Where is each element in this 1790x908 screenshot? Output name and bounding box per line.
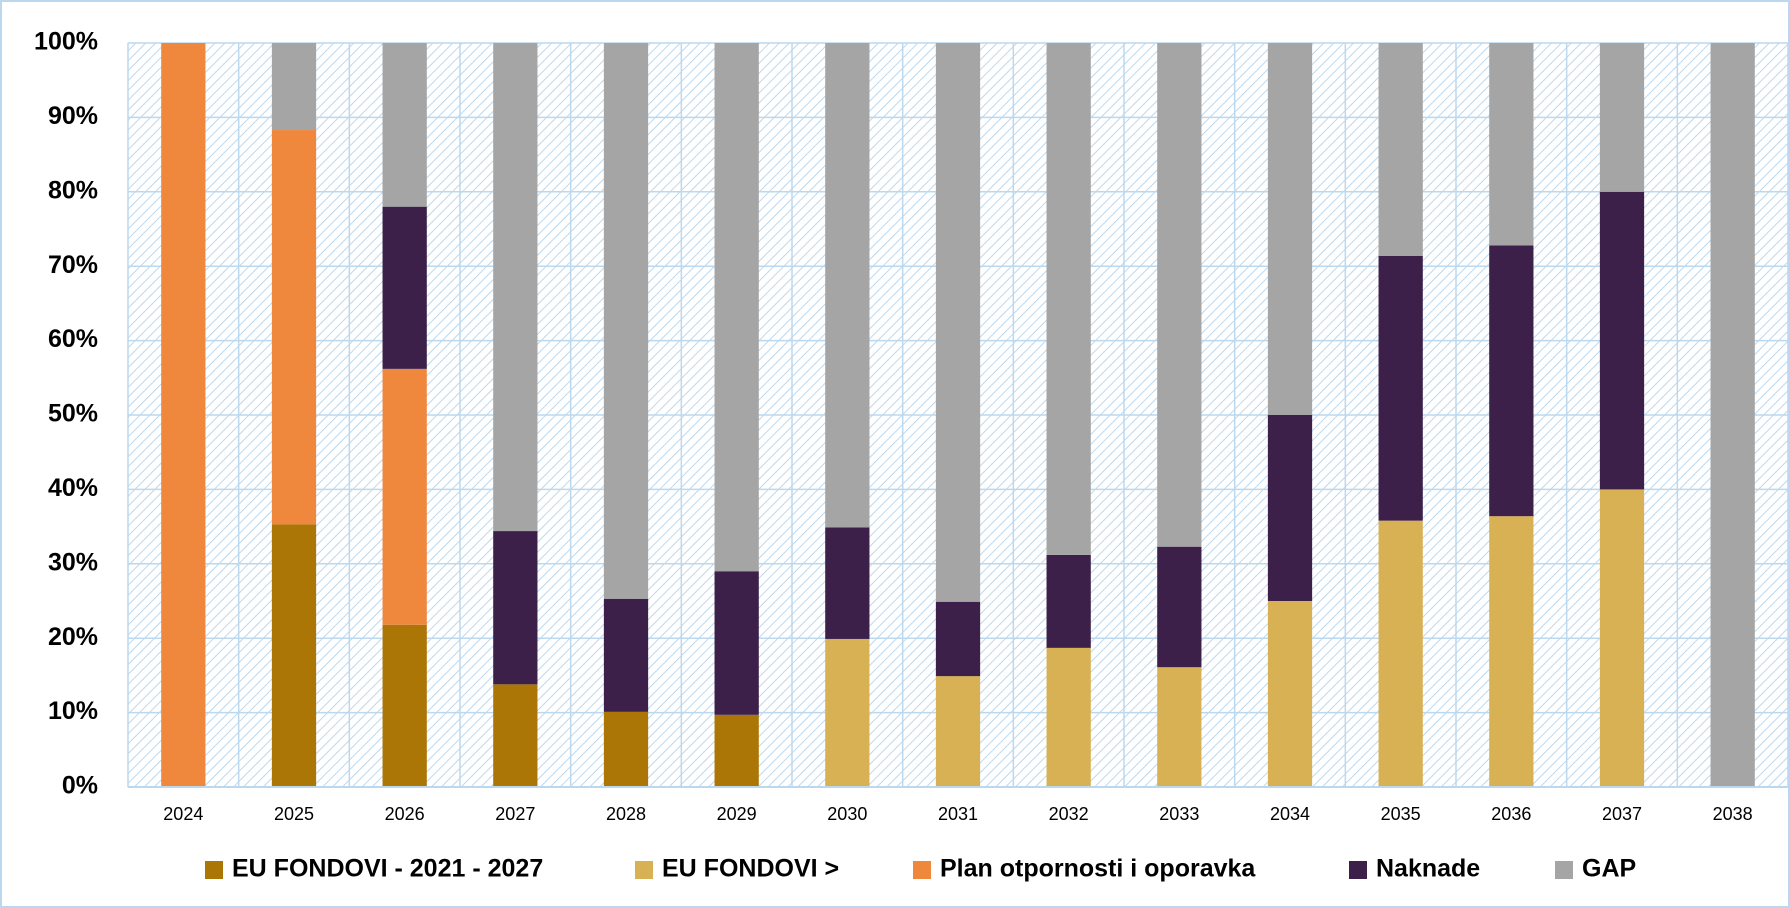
bar-segment [603, 43, 649, 599]
legend-label: Plan otpornosti i oporavka [940, 855, 1256, 883]
legend-swatch [635, 861, 653, 879]
bar-segment [382, 43, 427, 207]
x-tick-label: 2035 [1381, 804, 1421, 824]
bar-segment [1046, 554, 1091, 648]
bar-segment [1489, 43, 1534, 246]
x-tick-label: 2027 [495, 804, 535, 824]
bar-segment [1046, 647, 1091, 787]
legend-swatch [913, 861, 931, 879]
y-tick-label: 50% [48, 400, 98, 428]
bar-segment [161, 43, 206, 787]
bar-segment [271, 130, 317, 525]
bar-segment [935, 676, 981, 787]
bar-segment [1267, 415, 1313, 601]
x-tick-label: 2034 [1270, 804, 1310, 824]
x-tick-label: 2033 [1159, 804, 1199, 824]
bar-segment [493, 43, 538, 532]
bar-segment [1599, 191, 1645, 490]
y-tick-label: 70% [48, 251, 98, 279]
bar-segment [825, 527, 870, 639]
bar-segment [1046, 43, 1091, 555]
x-tick-label: 2026 [385, 804, 425, 824]
y-tick-label: 20% [48, 623, 98, 651]
bar-segment [1157, 546, 1202, 668]
y-tick-label: 30% [48, 548, 98, 576]
bar-segment [1378, 520, 1423, 787]
bar-segment [603, 598, 649, 712]
x-tick-label: 2030 [827, 804, 867, 824]
bar-segment [1267, 601, 1313, 787]
bar-segment [1489, 245, 1534, 517]
bar-segment [382, 206, 427, 369]
bar-segment [382, 368, 427, 625]
legend-swatch [205, 861, 223, 879]
legend-label: EU FONDOVI > [662, 855, 839, 883]
x-tick-label: 2031 [938, 804, 978, 824]
x-tick-label: 2032 [1049, 804, 1089, 824]
legend-label: EU FONDOVI - 2021 - 2027 [232, 855, 543, 883]
y-tick-label: 80% [48, 176, 98, 204]
bar-segment [1710, 43, 1755, 787]
bar-segment [493, 531, 538, 685]
bar-segment [1599, 43, 1645, 192]
bar-segment [1489, 516, 1534, 787]
bar-segment [493, 684, 538, 787]
y-tick-label: 10% [48, 697, 98, 725]
bar-segment [825, 638, 870, 787]
bar-segment [1157, 667, 1202, 787]
legend-label: GAP [1582, 855, 1636, 883]
bar-segment [382, 624, 427, 787]
y-tick-label: 90% [48, 102, 98, 130]
x-tick-label: 2038 [1713, 804, 1753, 824]
x-tick-label: 2029 [717, 804, 757, 824]
y-tick-label: 60% [48, 325, 98, 353]
y-tick-label: 40% [48, 474, 98, 502]
bar-segment [935, 43, 981, 602]
bar-segment [1599, 489, 1645, 787]
bar-segment [825, 43, 870, 528]
bar-segment [714, 714, 759, 787]
bar-segment [1157, 43, 1202, 547]
x-tick-label: 2024 [163, 804, 203, 824]
bar-segment [1267, 43, 1313, 415]
bar-segment [1378, 255, 1423, 521]
bar-segment [271, 524, 317, 787]
y-tick-label: 100% [34, 28, 98, 56]
bar-segment [714, 571, 759, 715]
legend-swatch [1349, 861, 1367, 879]
legend-label: Naknade [1376, 855, 1480, 883]
x-tick-label: 2036 [1491, 804, 1531, 824]
bar-segment [603, 711, 649, 787]
legend-swatch [1555, 861, 1573, 879]
bar-segment [1378, 43, 1423, 256]
x-tick-label: 2025 [274, 804, 314, 824]
bar-segment [714, 43, 759, 572]
bar-segment [935, 601, 981, 677]
x-tick-label: 2037 [1602, 804, 1642, 824]
y-tick-label: 0% [62, 772, 98, 800]
x-tick-label: 2028 [606, 804, 646, 824]
bar-segment [271, 43, 317, 131]
